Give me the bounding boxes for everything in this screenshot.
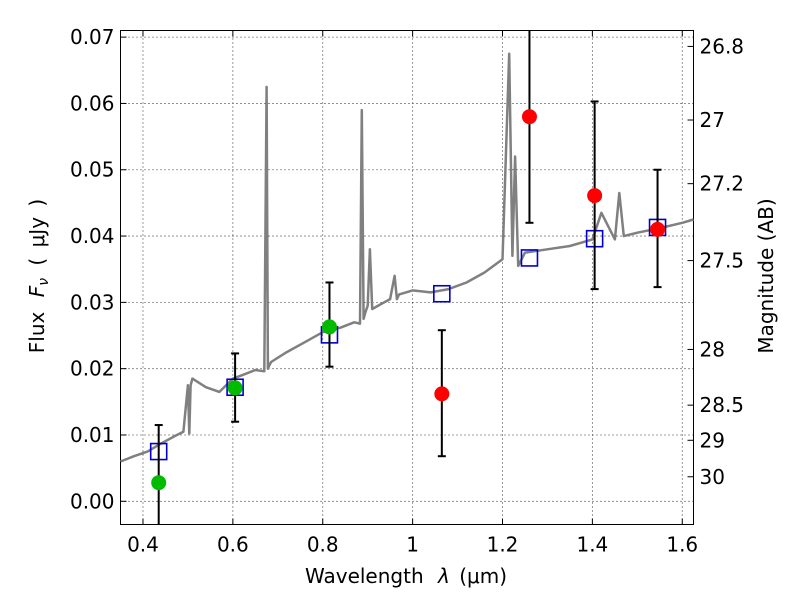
spectrum-line: [120, 52, 694, 463]
y-tick-label: 0.01: [70, 423, 115, 447]
mag-tick-label: 28: [700, 337, 725, 361]
mag-tick-label: 28.5: [700, 393, 745, 417]
green-data-point: [227, 380, 243, 396]
x-axis-label: Wavelength λ (μm): [305, 564, 507, 588]
x-tick-label: 0.4: [127, 533, 159, 557]
red-data-point: [650, 221, 666, 237]
x-tick-label: 0.8: [307, 533, 339, 557]
mag-tick-label: 27.5: [700, 249, 745, 273]
red-data-point: [521, 109, 537, 125]
green-data-point: [151, 475, 167, 491]
y-tick-label: 0.00: [70, 489, 115, 513]
mag-tick-label: 27.2: [700, 172, 745, 196]
mag-tick-label: 29: [700, 428, 725, 452]
mag-tick-label: 26.8: [700, 34, 745, 58]
secondary-y-axis-label: Magnitude (AB): [754, 198, 778, 353]
axes: 0.4 0.6 0.8 1 1.2 1.4 1.6 0.00 0.01 0.02 0.03 0.04 0…: [70, 25, 744, 556]
x-tick-label: 1: [406, 533, 419, 557]
y-tick-label: 0.03: [70, 290, 115, 314]
model-square-marker: [433, 284, 451, 303]
red-data-point: [434, 386, 450, 402]
y-tick-label: 0.02: [70, 357, 115, 381]
x-tick-label: 1.2: [487, 533, 519, 557]
red-data-point: [587, 188, 603, 204]
x-tick-label: 0.6: [217, 533, 249, 557]
y-tick-label: 0.07: [70, 25, 115, 49]
mag-tick-label: 30: [700, 465, 725, 489]
y-tick-label: 0.04: [70, 224, 115, 248]
data-layer: [120, 30, 694, 525]
mag-tick-label: 27: [700, 108, 725, 132]
y-tick-label: 0.06: [70, 91, 115, 115]
y-axis-label: Flux Fν ( μJy ): [25, 199, 53, 353]
x-tick-label: 1.4: [576, 533, 608, 557]
green-data-point: [321, 319, 337, 335]
model-square-marker: [520, 249, 539, 267]
plot-frame: [120, 30, 694, 525]
x-tick-label: 1.6: [666, 533, 698, 557]
grid: [120, 30, 694, 525]
y-tick-label: 0.05: [70, 158, 115, 182]
